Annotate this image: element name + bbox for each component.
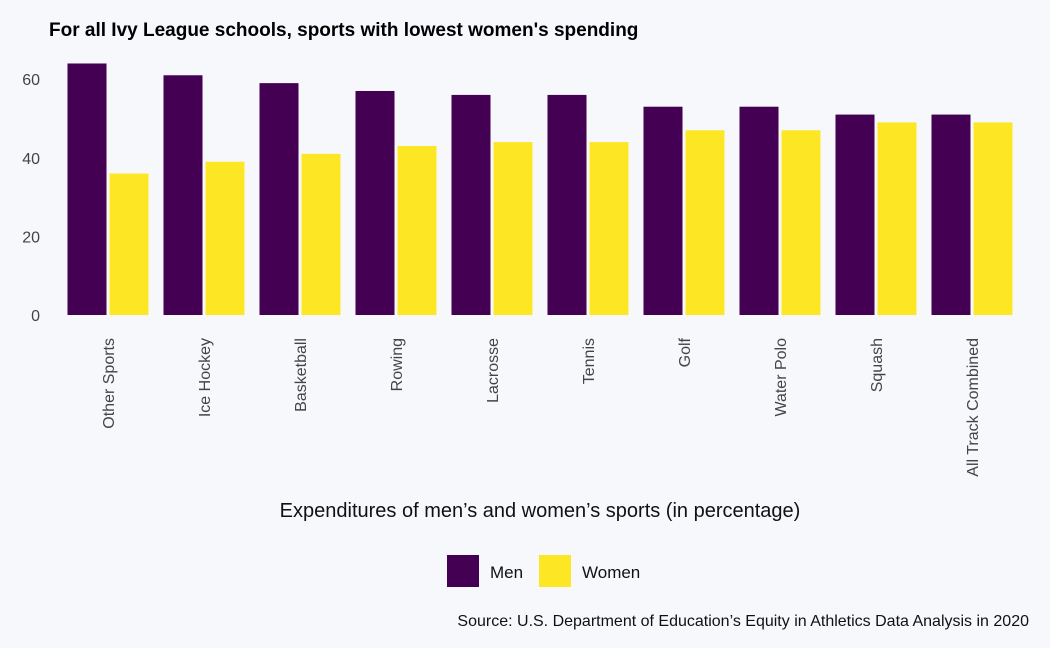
- y-axis: 0 20 40 60: [22, 72, 40, 325]
- bars-group: [67, 63, 1013, 316]
- y-tick-label: 40: [22, 151, 40, 168]
- bar-men-ice-hockey: [163, 75, 203, 316]
- bar-men-tennis: [547, 94, 587, 315]
- source-caption: Source: U.S. Department of Education’s E…: [457, 613, 1029, 630]
- bar-men-basketball: [259, 83, 299, 315]
- legend-label-men: Men: [490, 563, 523, 582]
- bar-men-water-polo: [739, 106, 779, 316]
- bar-women-basketball: [301, 153, 341, 315]
- x-axis: Other Sports Ice Hockey Basketball Rowing La…: [101, 337, 982, 476]
- x-tick-label: Ice Hockey: [197, 338, 214, 417]
- bar-women-tennis: [589, 142, 629, 315]
- bar-women-golf: [685, 130, 725, 315]
- legend: Men Women: [447, 555, 640, 587]
- x-tick-label: Golf: [677, 337, 694, 367]
- legend-swatch-men: [447, 555, 479, 587]
- y-tick-label: 0: [31, 308, 40, 325]
- x-tick-label: Basketball: [293, 338, 310, 412]
- bar-men-all-track-combined: [931, 114, 971, 315]
- legend-label-women: Women: [582, 563, 640, 582]
- x-tick-label: Squash: [869, 338, 886, 392]
- bar-men-rowing: [355, 90, 395, 316]
- bar-women-rowing: [397, 146, 437, 315]
- chart-title: For all Ivy League schools, sports with …: [49, 20, 638, 41]
- bar-women-squash: [877, 122, 917, 316]
- y-tick-label: 20: [22, 229, 40, 246]
- x-tick-label: Water Polo: [773, 338, 790, 417]
- bar-women-ice-hockey: [205, 161, 245, 315]
- x-tick-label: Rowing: [389, 338, 406, 391]
- x-tick-label: All Track Combined: [965, 338, 982, 477]
- bar-women-water-polo: [781, 130, 821, 315]
- x-tick-label: Tennis: [581, 338, 598, 384]
- bar-men-golf: [643, 106, 683, 316]
- bar-men-other-sports: [67, 63, 107, 316]
- x-axis-label: Expenditures of men’s and women’s sports…: [280, 500, 801, 522]
- bar-men-squash: [835, 114, 875, 315]
- bar-women-other-sports: [109, 173, 149, 315]
- bar-men-lacrosse: [451, 94, 491, 315]
- x-tick-label: Lacrosse: [485, 338, 502, 403]
- bar-women-lacrosse: [493, 142, 533, 315]
- y-tick-label: 60: [22, 72, 40, 89]
- x-tick-label: Other Sports: [101, 338, 118, 429]
- legend-swatch-women: [539, 555, 571, 587]
- bar-women-all-track-combined: [973, 122, 1013, 316]
